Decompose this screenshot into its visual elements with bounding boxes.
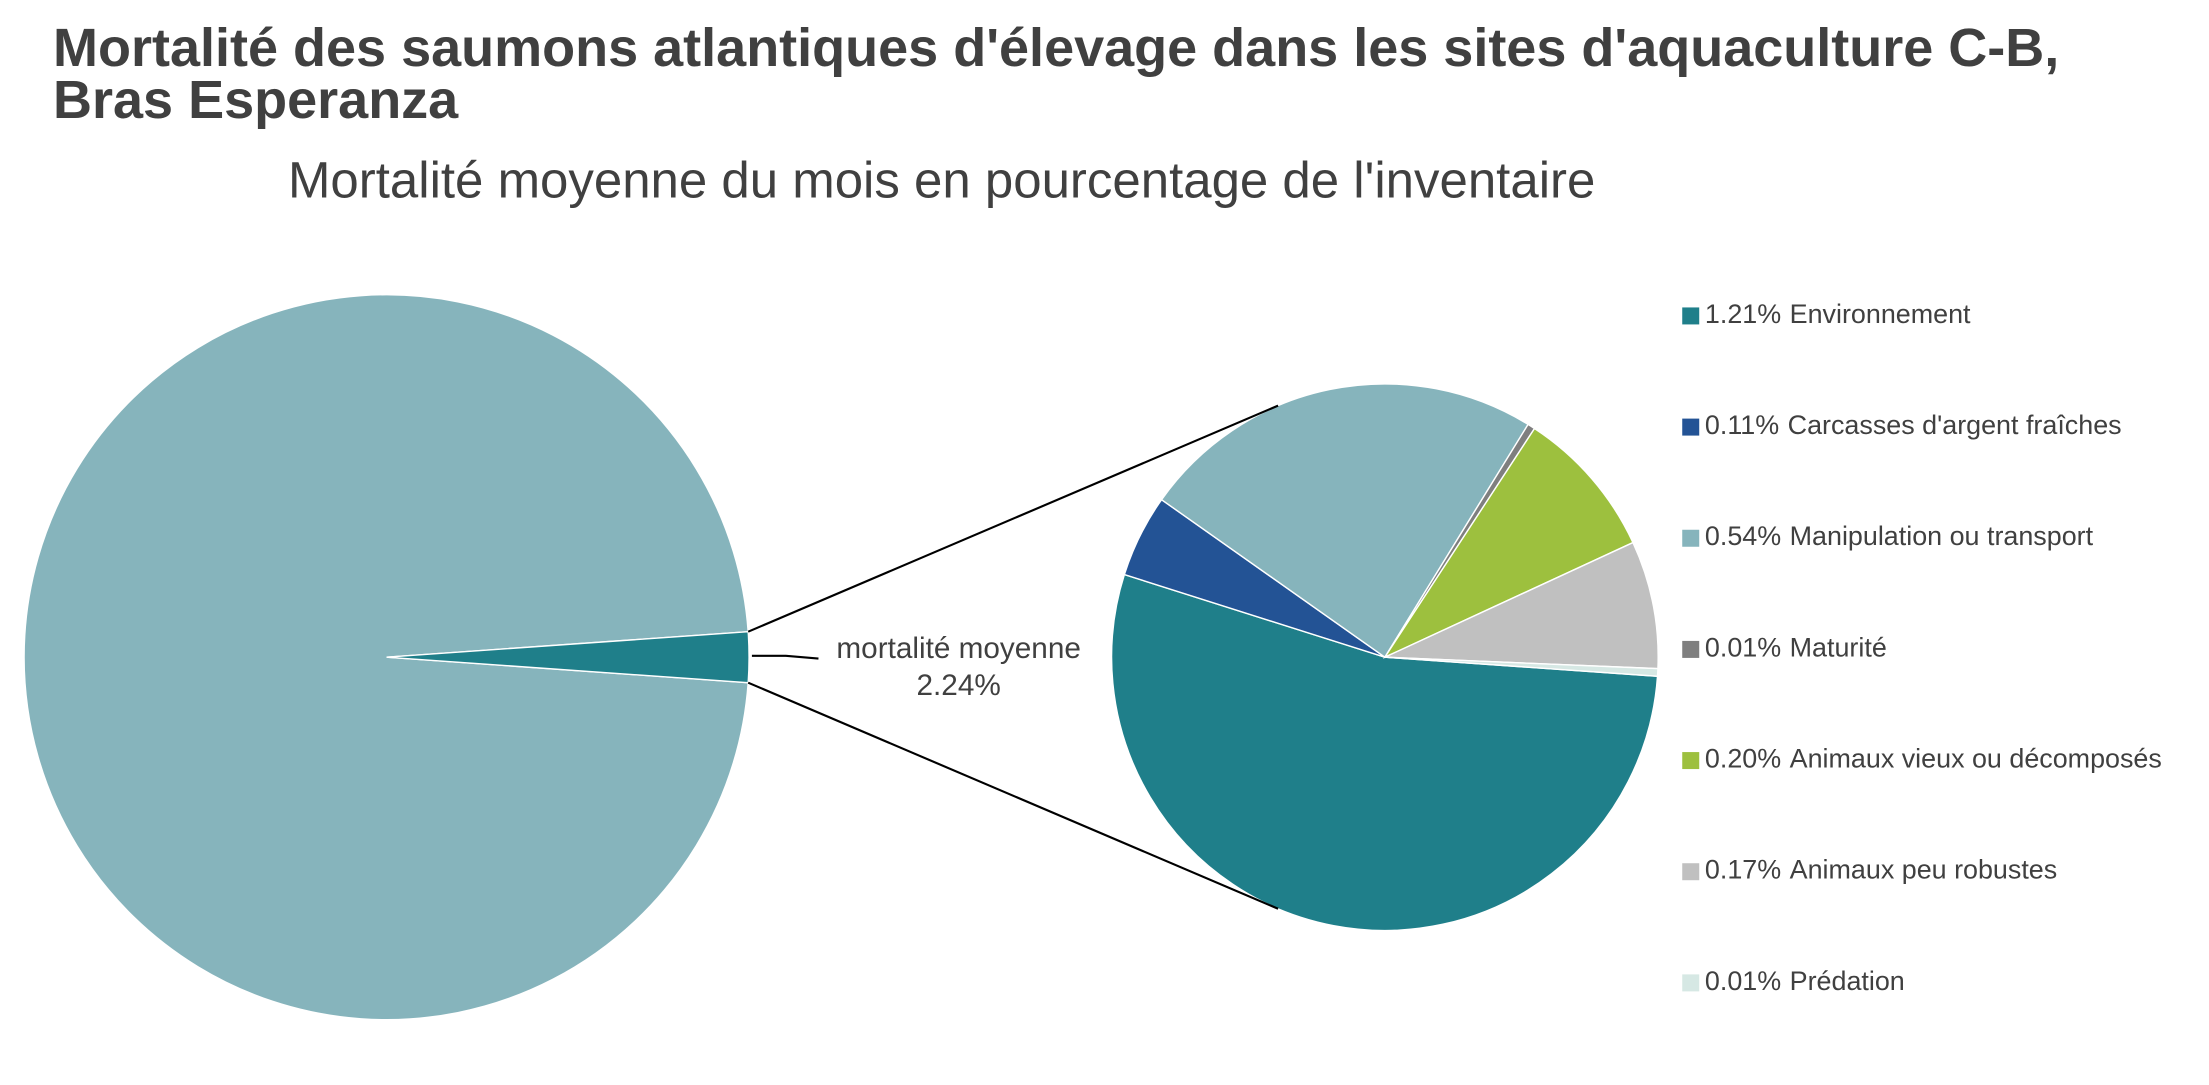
legend-swatch xyxy=(1682,418,1700,436)
pie-slice xyxy=(1384,656,1659,678)
legend-swatch xyxy=(1682,974,1700,992)
leader-line xyxy=(751,654,819,660)
legend-name: Environnement xyxy=(1790,299,1971,329)
legend-value: 0.01% xyxy=(1705,633,1781,663)
legend-value: 0.01% xyxy=(1705,966,1781,996)
data-label: 2.24% xyxy=(917,669,1001,702)
legend-value: 0.54% xyxy=(1705,521,1781,551)
legend-swatch xyxy=(1682,752,1700,770)
legend-swatch xyxy=(1682,307,1700,325)
pie-slice xyxy=(1160,383,1530,659)
legend-name: Manipulation ou transport xyxy=(1790,521,2094,551)
connector-line xyxy=(747,681,1279,910)
legend-label: 0.17% Animaux peu robustes xyxy=(1705,855,2057,885)
legend-value: 0.11% xyxy=(1705,410,1779,440)
legend-name: Carcasses d'argent fraîches xyxy=(1788,410,2122,440)
chart-title: Mortalité des saumons atlantiques d'élev… xyxy=(53,18,2060,130)
pie-slice xyxy=(1110,573,1659,932)
legend-label: 0.01% Prédation xyxy=(1705,966,1905,996)
legend-name: Prédation xyxy=(1790,966,1905,996)
pie-slice xyxy=(1382,427,1634,659)
legend-name: Animaux peu robustes xyxy=(1790,855,2058,885)
chart-subtitle: Mortalité moyenne du mois en pourcentage… xyxy=(288,152,1595,209)
pie-slice xyxy=(1384,541,1659,670)
pie-slice xyxy=(23,294,749,1021)
legend-value: 1.21% xyxy=(1705,299,1781,329)
legend-value: 0.17% xyxy=(1705,855,1781,885)
legend-name: Maturité xyxy=(1790,633,1887,663)
legend-label: 0.54% Manipulation ou transport xyxy=(1705,521,2094,551)
legend-swatch xyxy=(1682,529,1700,547)
data-label: mortalité moyenne xyxy=(836,632,1080,665)
legend-name: Animaux vieux ou décomposés xyxy=(1790,744,2162,774)
connector-line xyxy=(747,404,1279,633)
legend-label: 0.20% Animaux vieux ou décomposés xyxy=(1705,744,2162,774)
pie-slice xyxy=(386,630,750,684)
legend-value: 0.20% xyxy=(1705,744,1781,774)
legend-swatch xyxy=(1682,863,1700,881)
legend-swatch xyxy=(1682,640,1700,658)
legend-label: 0.01% Maturité xyxy=(1705,633,1887,663)
legend-label: 0.11% Carcasses d'argent fraîches xyxy=(1705,410,2122,440)
legend-label: 1.21% Environnement xyxy=(1705,299,1971,329)
